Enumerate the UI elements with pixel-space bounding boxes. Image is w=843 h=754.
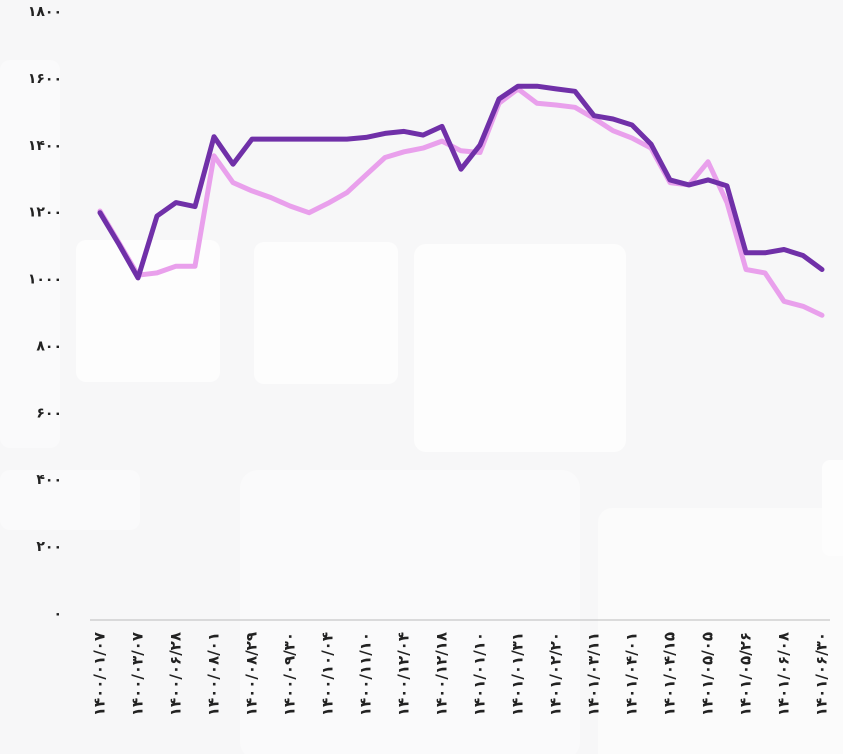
y-tick-label: ۰: [53, 606, 62, 622]
y-tick-label: ۲۰۰: [36, 539, 62, 555]
y-tick-label: ۴۰۰: [36, 472, 62, 488]
y-tick-label: ۱۲۰۰: [28, 205, 62, 221]
x-tick-label: ۱۴۰۰/۱۲/۰۴: [395, 632, 413, 716]
panel: [598, 508, 843, 754]
series-line: [97, 83, 825, 281]
x-tick-label: ۱۴۰۰/۰۸/۰۱: [205, 632, 223, 716]
y-tick-label: ۱۰۰۰: [28, 272, 62, 288]
x-tick-label: ۱۴۰۰/۱۱/۱۰: [357, 632, 375, 716]
y-tick-label: ۱۸۰۰: [28, 4, 62, 20]
panel: [0, 470, 140, 530]
x-tick-label: ۱۴۰۰/۱۰/۰۴: [319, 632, 337, 716]
background-panels: [0, 60, 843, 754]
y-tick-label: ۱۶۰۰: [28, 71, 62, 87]
panel: [240, 470, 580, 754]
panel: [0, 60, 60, 448]
x-tick-label: ۱۴۰۱/۰۱/۳۱: [509, 632, 527, 716]
y-tick-label: ۶۰۰: [36, 405, 62, 421]
x-tick-label: ۱۴۰۰/۱۲/۱۸: [433, 632, 451, 716]
x-tick-label: ۱۴۰۱/۰۲/۲۰: [547, 632, 565, 716]
y-tick-label: ۱۴۰۰: [28, 138, 62, 154]
x-tick-label: ۱۴۰۰/۰۶/۲۸: [167, 632, 185, 716]
x-tick-label: ۱۴۰۰/۰۸/۲۹: [243, 632, 261, 716]
series-line: [97, 86, 825, 318]
x-tick-label: ۱۴۰۱/۰۶/۳۰: [813, 632, 831, 716]
panel: [414, 244, 626, 452]
panel: [76, 240, 220, 382]
panel: [822, 460, 843, 556]
x-tick-label: ۱۴۰۱/۰۴/۱۵: [661, 632, 679, 716]
x-tick-label: ۱۴۰۱/۰۳/۱۱: [585, 632, 603, 716]
x-tick-label: ۱۴۰۱/۰۱/۱۰: [471, 632, 489, 716]
x-tick-label: ۱۴۰۰/۰۳/۰۷: [129, 632, 147, 716]
y-tick-label: ۸۰۰: [36, 338, 62, 354]
x-tick-label: ۱۴۰۱/۰۶/۰۸: [775, 632, 793, 716]
x-tick-label: ۱۴۰۱/۰۵/۰۵: [699, 632, 717, 716]
x-tick-label: ۱۴۰۱/۰۵/۲۶: [737, 632, 755, 716]
x-tick-label: ۱۴۰۰/۰۱/۰۷: [91, 632, 109, 716]
panel: [254, 242, 398, 384]
x-tick-label: ۱۴۰۰/۰۹/۳۰: [281, 632, 299, 716]
x-tick-label: ۱۴۰۱/۰۴/۰۱: [623, 632, 641, 716]
